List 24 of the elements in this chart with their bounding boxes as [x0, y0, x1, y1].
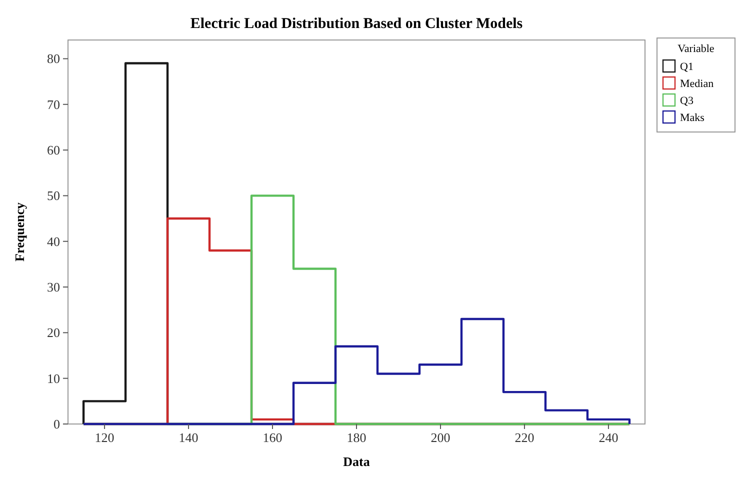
x-tick-label: 120 — [94, 430, 114, 445]
chart-title: Electric Load Distribution Based on Cluster Models — [190, 16, 523, 32]
y-tick-label: 10 — [47, 370, 60, 386]
y-tick-label: 50 — [47, 188, 60, 204]
y-tick-label: 60 — [47, 142, 60, 158]
legend-label: Median — [680, 78, 714, 90]
x-tick-label: 200 — [430, 430, 450, 445]
y-tick-label: 0 — [54, 416, 60, 432]
y-tick-label: 80 — [47, 51, 60, 66]
x-tick-label: 160 — [262, 430, 282, 445]
x-tick-label: 140 — [178, 430, 198, 445]
y-tick-label: 70 — [47, 96, 60, 112]
y-tick-label: 20 — [47, 325, 60, 340]
legend-label: Q1 — [680, 61, 694, 73]
x-tick-label: 220 — [514, 430, 534, 445]
legend-label: Maks — [680, 112, 704, 124]
y-tick-label: 40 — [47, 234, 60, 249]
legend-title: Variable — [678, 43, 714, 55]
y-axis-title: Frequency — [12, 202, 27, 262]
legend-label: Q3 — [680, 95, 694, 107]
x-axis-title: Data — [343, 454, 370, 469]
y-tick-label: 30 — [47, 280, 60, 295]
x-tick-label: 180 — [346, 430, 366, 445]
x-tick-label: 240 — [598, 430, 618, 445]
